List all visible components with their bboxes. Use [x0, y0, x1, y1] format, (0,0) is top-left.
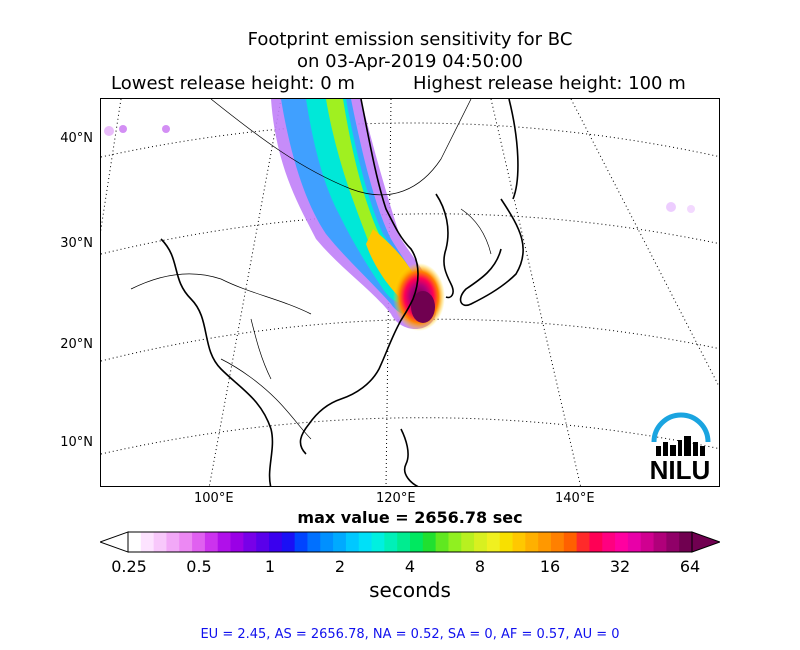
- lon-label-100: 100°E: [194, 491, 234, 506]
- borders: [130, 99, 492, 440]
- nilu-logo: [651, 412, 711, 456]
- max-value-label: max value = 2656.78 sec: [297, 508, 523, 527]
- colorbar-segment: [140, 532, 155, 552]
- colorbar-segment: [640, 532, 655, 552]
- colorbar-segment: [230, 532, 244, 552]
- lat-line-40: [101, 122, 719, 158]
- colorbar-tick-3: 2: [334, 557, 346, 576]
- colorbar-tick-0: 0.25: [111, 557, 147, 576]
- colorbar-tick-4: 4: [404, 557, 416, 576]
- colorbar-segment: [281, 532, 296, 552]
- lon-line-150: [570, 99, 719, 388]
- colorbar-segment: [358, 532, 373, 552]
- colorbar-svg: [98, 531, 722, 553]
- nilu-logo-text: NILU: [649, 455, 711, 485]
- colorbar-segment: [474, 532, 488, 552]
- colorbar-border: [127, 531, 693, 553]
- colorbar-tick-2: 1: [264, 557, 276, 576]
- colorbar-segment: [345, 532, 360, 552]
- map-svg: [101, 99, 719, 486]
- colorbar-segment: [320, 532, 334, 552]
- colorbar-segment: [153, 532, 168, 552]
- colorbar-label: seconds: [369, 578, 451, 602]
- colorbar-segment: [525, 532, 539, 552]
- lat-label-10: 10°N: [60, 435, 93, 450]
- lat-label-40: 40°N: [60, 131, 93, 146]
- title-line-2: on 03-Apr-2019 04:50:00: [296, 51, 523, 72]
- colorbar-segment: [179, 532, 193, 552]
- lat-label-20: 20°N: [60, 337, 93, 352]
- colorbar-segment: [192, 532, 206, 552]
- lowest-release-height: Lowest release height: 0 m: [111, 73, 355, 94]
- colorbar-segment: [204, 532, 219, 552]
- colorbar-segment: [615, 532, 629, 552]
- colorbar-segment: [294, 532, 309, 552]
- colorbar-segment: [538, 532, 552, 552]
- colorbar: [98, 531, 722, 553]
- colorbar-segment: [461, 532, 475, 552]
- lon-label-140: 140°E: [555, 491, 595, 506]
- colorbar-segment: [256, 532, 270, 552]
- colorbar-min-extension: [98, 531, 129, 553]
- highest-release-height: Highest release height: 100 m: [413, 73, 686, 94]
- lat-line-20: [101, 318, 719, 362]
- colorbar-segment: [666, 532, 680, 552]
- colorbar-segment: [243, 532, 257, 552]
- colorbar-max-extension: [691, 531, 722, 553]
- lon-line-120: [385, 99, 392, 486]
- title-line-1: Footprint emission sensitivity for BC: [247, 29, 573, 50]
- footprint-map: [100, 98, 720, 487]
- colorbar-segment: [397, 532, 411, 552]
- colorbar-segment: [410, 532, 424, 552]
- colorbar-segment: [269, 532, 283, 552]
- emission-plume: [104, 99, 695, 331]
- colorbar-tick-6: 16: [539, 557, 561, 576]
- latitude-lines: [101, 122, 719, 455]
- colorbar-segment: [486, 532, 501, 552]
- colorbar-segment: [307, 532, 321, 552]
- colorbar-segment: [679, 532, 693, 552]
- colorbar-segment: [371, 532, 385, 552]
- colorbar-segment: [128, 532, 142, 552]
- colorbar-segment: [551, 532, 565, 552]
- nilu-logo-arc: [651, 412, 711, 443]
- region-stats: EU = 2.45, AS = 2656.78, NA = 0.52, SA =…: [200, 627, 620, 642]
- nilu-logo-text-box: NILU: [645, 455, 715, 485]
- colorbar-segment: [217, 532, 232, 552]
- colorbar-tick-5: 8: [474, 557, 486, 576]
- colorbar-segment: [422, 532, 437, 552]
- lat-line-10: [101, 417, 719, 455]
- colorbar-segment: [602, 532, 616, 552]
- colorbar-segment: [653, 532, 667, 552]
- colorbar-segment: [166, 532, 180, 552]
- colorbar-segment: [448, 532, 462, 552]
- lat-line-30: [101, 213, 719, 255]
- colorbar-tick-1: 0.5: [186, 557, 212, 576]
- colorbar-tick-8: 64: [679, 557, 701, 576]
- longitude-lines: [101, 99, 719, 486]
- colorbar-segment: [435, 532, 450, 552]
- colorbar-segment: [512, 532, 526, 552]
- lat-label-30: 30°N: [60, 236, 93, 251]
- lon-line-90: [101, 99, 122, 232]
- colorbar-segment: [563, 532, 578, 552]
- colorbar-segment: [589, 532, 603, 552]
- colorbar-segment: [576, 532, 591, 552]
- coastlines: [160, 99, 524, 486]
- colorbar-segment: [333, 532, 347, 552]
- colorbar-segment: [499, 532, 514, 552]
- lon-line-140: [490, 99, 582, 486]
- colorbar-tick-7: 32: [609, 557, 631, 576]
- lon-label-120: 120°E: [376, 491, 416, 506]
- colorbar-segment: [384, 532, 398, 552]
- colorbar-segment: [627, 532, 642, 552]
